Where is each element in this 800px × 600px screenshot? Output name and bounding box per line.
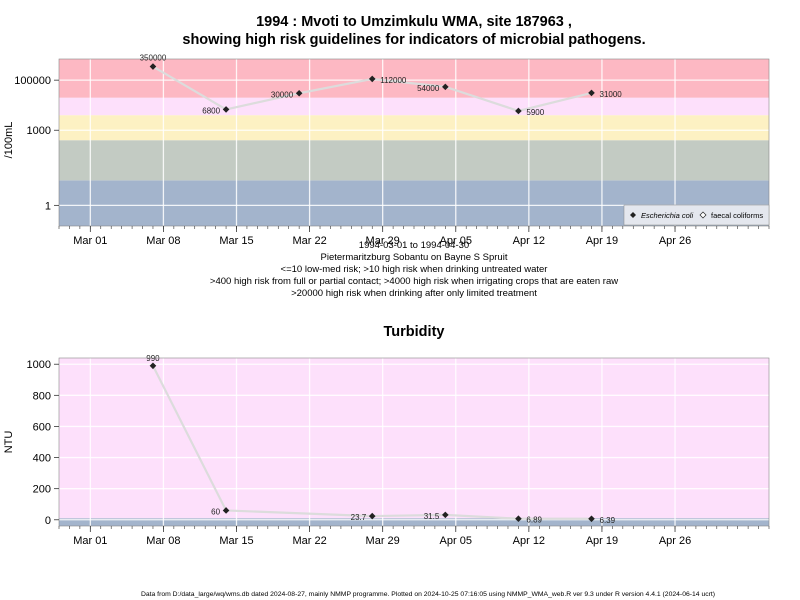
band-3 — [59, 97, 769, 116]
x-tick-label: Apr 26 — [659, 235, 691, 247]
chart-subtitle: showing high risk guidelines for indicat… — [182, 32, 645, 48]
y-tick-label: 1000 — [27, 125, 51, 137]
y-tick-label: 100000 — [14, 75, 51, 87]
y-tick-label: 1 — [45, 200, 51, 212]
caption-risk-3: >20000 high risk when drinking after onl… — [291, 288, 537, 299]
x-tick-label: Apr 12 — [513, 235, 545, 247]
legend: Escherichia coli faecal coliforms — [623, 204, 770, 226]
data-label: 54000 — [417, 84, 440, 93]
turbidity-y-axis-label: NTU — [3, 431, 15, 454]
legend-entry-faecal: faecal coliforms — [711, 211, 763, 220]
y-tick-label: 0 — [45, 515, 51, 527]
chart-title: 1994 : Mvoti to Umzimkulu WMA, site 1879… — [256, 14, 572, 30]
caption-date-range: 1994-03-01 to 1994-04-30 — [359, 240, 469, 251]
data-point — [368, 75, 376, 83]
ecoli-series: 350000 6800 30000 112000 54000 5900 31000 — [140, 54, 623, 117]
x-tick-label: Mar 08 — [146, 535, 180, 547]
data-label: 350000 — [140, 54, 167, 63]
y-tick-label: 800 — [33, 390, 51, 402]
caption-risk-2: >400 high risk from full or partial cont… — [210, 276, 618, 287]
data-point — [368, 512, 376, 520]
data-point — [515, 515, 522, 523]
data-label: 5900 — [526, 108, 544, 117]
y-tick-label: 400 — [33, 453, 51, 465]
data-point — [222, 106, 230, 113]
y-tick-label: 600 — [33, 421, 51, 433]
x-tick-label: Apr 12 — [513, 535, 545, 547]
band-0 — [59, 518, 769, 526]
x-tick-label: Mar 15 — [219, 535, 253, 547]
data-label: 6.89 — [526, 516, 542, 525]
x-tick-label: Apr 19 — [586, 535, 618, 547]
data-label: 30000 — [271, 90, 294, 99]
x-tick-label: Mar 08 — [146, 235, 180, 247]
x-tick-label: Apr 05 — [440, 535, 472, 547]
turbidity-bands — [59, 358, 769, 526]
data-point — [149, 63, 157, 70]
data-label: 31000 — [600, 90, 623, 99]
turbidity-gridlines — [59, 358, 769, 526]
data-point — [515, 107, 522, 115]
x-tick-label: Mar 29 — [366, 235, 400, 247]
y-tick-label: 200 — [33, 484, 51, 496]
band-1 — [59, 140, 769, 181]
legend-box — [623, 204, 770, 226]
y-tick-label: 1000 — [27, 359, 51, 371]
band-1 — [59, 358, 769, 519]
x-tick-label: Apr 26 — [659, 535, 691, 547]
series-line — [151, 365, 592, 520]
data-label: 6800 — [202, 106, 220, 115]
data-point — [588, 89, 595, 97]
data-label: 112000 — [380, 76, 407, 85]
turbidity-title: Turbidity — [384, 324, 445, 340]
x-tick-label: Apr 05 — [440, 235, 472, 247]
data-point — [442, 83, 449, 91]
data-label: 23.7 — [351, 513, 367, 522]
faecal-coliform-marker-icon — [699, 211, 707, 219]
data-point — [149, 362, 157, 370]
x-tick-label: Mar 22 — [292, 535, 326, 547]
footer-note: Data from D:/data_large/wq/wms.db dated … — [141, 591, 715, 598]
data-point — [588, 515, 595, 523]
caption-site: Pietermaritzburg Sobantu on Bayne S Spru… — [321, 252, 508, 263]
data-point — [295, 89, 303, 97]
x-tick-label: Mar 29 — [366, 535, 400, 547]
x-tick-label: Mar 22 — [292, 235, 326, 247]
data-label: 60 — [211, 507, 220, 516]
band-2 — [59, 115, 769, 141]
data-point — [222, 507, 230, 514]
caption-risk-1: <=10 low-med risk; >10 high risk when dr… — [281, 264, 548, 275]
data-label: 31.5 — [424, 512, 440, 521]
x-tick-label: Mar 15 — [219, 235, 253, 247]
band-4 — [59, 59, 769, 98]
data-point — [442, 511, 449, 519]
data-label: 6.39 — [600, 516, 616, 525]
x-tick-label: Apr 19 — [586, 235, 618, 247]
turbidity-axes: Mar 01 Mar 08 Mar 15 Mar 22 Mar 29 Apr 05 Apr … — [27, 357, 770, 547]
ecoli-marker-icon — [630, 212, 636, 218]
legend-entry-ecoli: Escherichia coli — [641, 211, 693, 220]
x-tick-label: Mar 01 — [73, 535, 107, 547]
axes: Mar 01 Mar 08 Mar 15 Mar 22 Mar 29 Apr 05 Apr … — [14, 58, 770, 247]
x-tick-label: Mar 01 — [73, 235, 107, 247]
y-axis-label: /100mL — [3, 122, 15, 159]
